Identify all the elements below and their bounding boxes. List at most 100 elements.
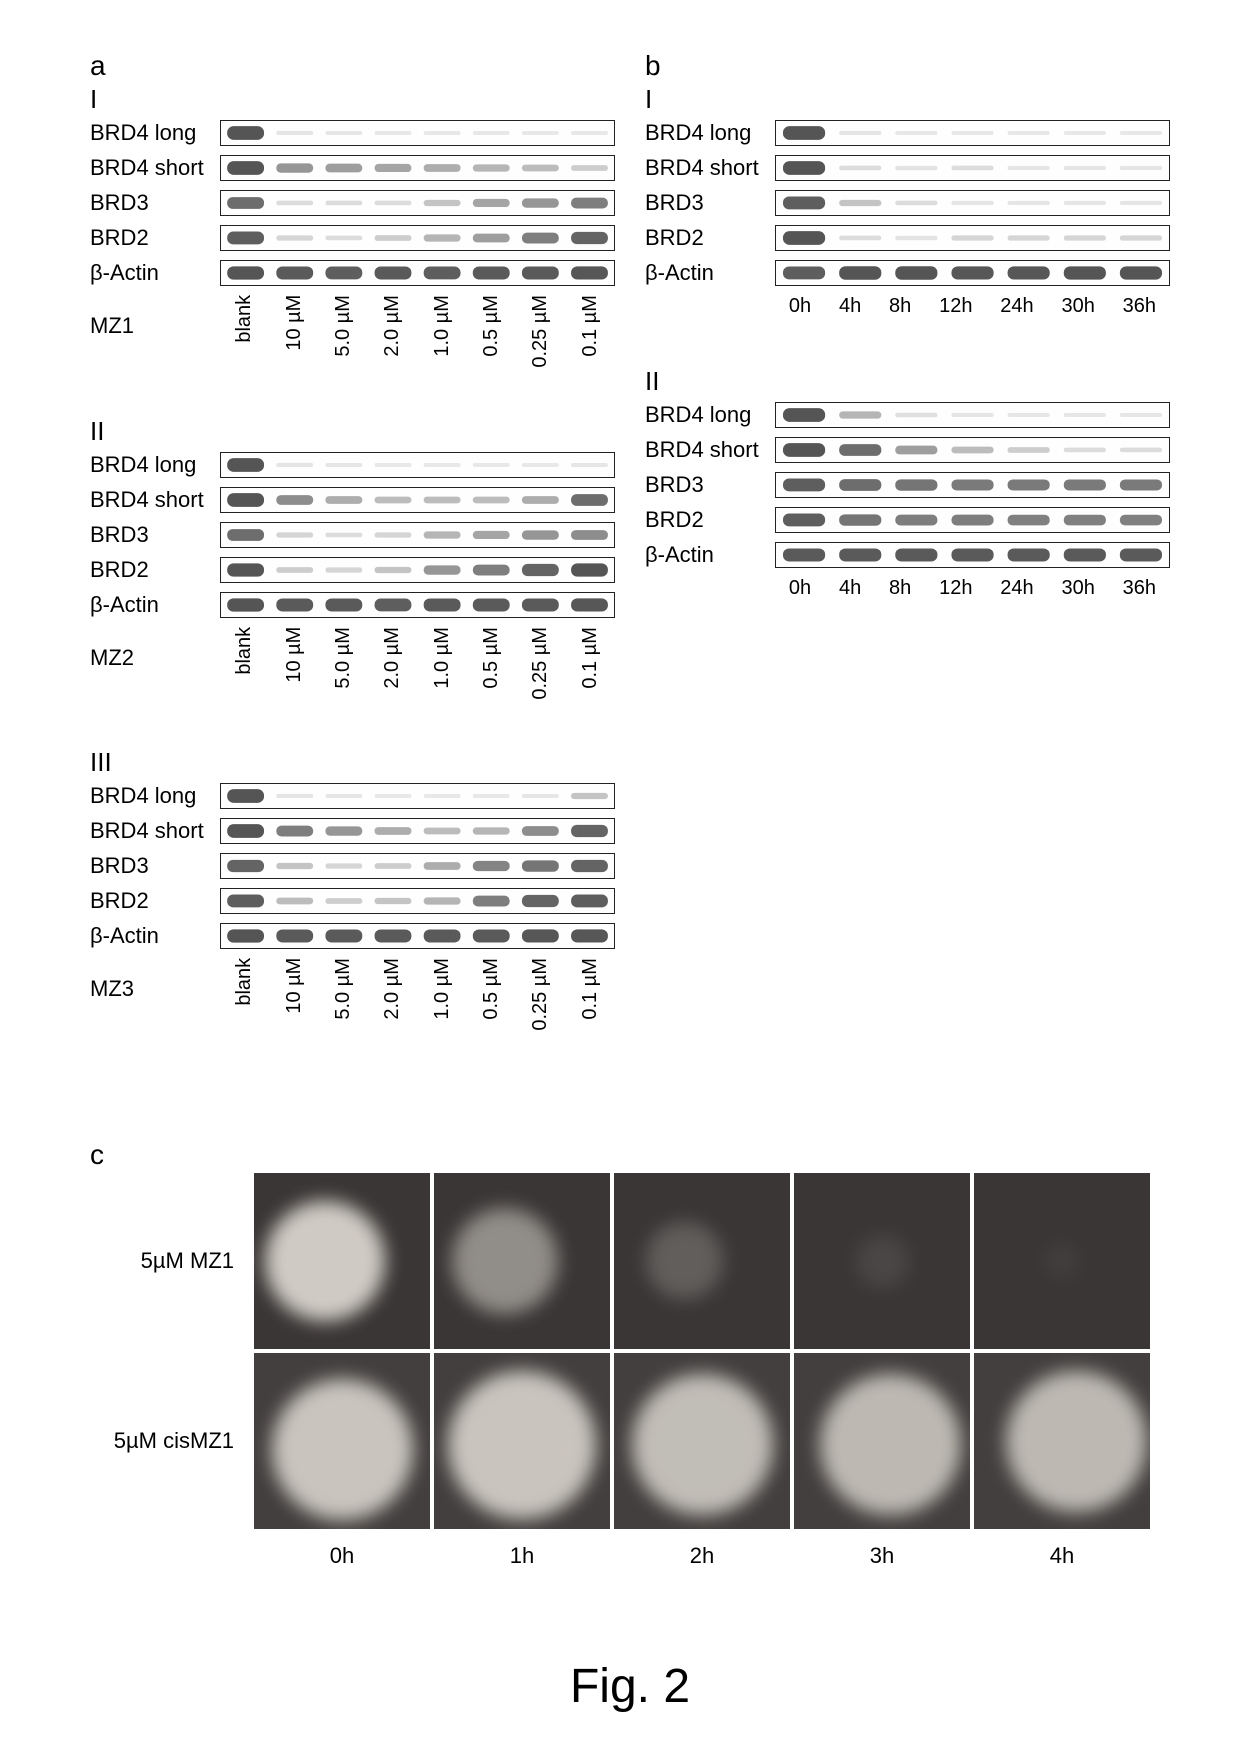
blot-lane — [220, 888, 615, 914]
blot-row: BRD4 short — [645, 434, 1170, 466]
lane-label: 5.0 µM — [332, 958, 355, 1031]
blot-row: BRD2 — [645, 504, 1170, 536]
fluorescence-glow — [1044, 1243, 1079, 1278]
protein-label: BRD3 — [90, 853, 220, 879]
protein-label: BRD3 — [645, 472, 775, 498]
blot-lane — [775, 472, 1170, 498]
lane-label: 2.0 µM — [381, 958, 404, 1031]
fluorescence-glow — [265, 1201, 385, 1321]
lane-label: 0.1 µM — [579, 958, 602, 1031]
x-axis: MZ2blank10 µM5.0 µM2.0 µM1.0 µM0.5 µM0.2… — [90, 627, 615, 700]
lane-label: 10 µM — [283, 627, 306, 700]
lane-label: 0.5 µM — [480, 295, 503, 368]
time-label: 0h — [254, 1543, 430, 1569]
lane-label: 12h — [939, 295, 972, 318]
microscopy-row-label: 5µM MZ1 — [90, 1248, 250, 1274]
time-label: 4h — [974, 1543, 1150, 1569]
protein-label: β-Actin — [90, 592, 220, 618]
blot-lane — [220, 818, 615, 844]
lane-label: 0.5 µM — [480, 627, 503, 700]
blot-lane — [220, 522, 615, 548]
time-label: 3h — [794, 1543, 970, 1569]
blot-lane — [220, 190, 615, 216]
subpanel-I: IBRD4 longBRD4 shortBRD3BRD2β-Actin0h4h8… — [645, 84, 1170, 318]
lane-labels: blank10 µM5.0 µM2.0 µM1.0 µM0.5 µM0.25 µ… — [220, 958, 615, 1031]
protein-label: BRD2 — [90, 888, 220, 914]
protein-label: β-Actin — [645, 260, 775, 286]
blot-lane — [775, 120, 1170, 146]
lane-labels: 0h4h8h12h24h30h36h — [775, 295, 1170, 318]
subpanel-number: III — [90, 747, 615, 778]
protein-label: β-Actin — [90, 923, 220, 949]
blot-row: BRD3 — [90, 187, 615, 219]
blot-lane — [775, 155, 1170, 181]
protein-label: BRD2 — [645, 507, 775, 533]
blot-row: BRD4 long — [90, 449, 615, 481]
blot-row: β-Actin — [90, 589, 615, 621]
lane-label: 10 µM — [283, 958, 306, 1031]
time-label: 1h — [434, 1543, 610, 1569]
lane-label: 0.1 µM — [579, 627, 602, 700]
lane-label: 4h — [839, 577, 861, 600]
lane-labels: blank10 µM5.0 µM2.0 µM1.0 µM0.5 µM0.25 µ… — [220, 627, 615, 700]
x-axis: 0h4h8h12h24h30h36h — [645, 295, 1170, 318]
lane-label: 4h — [839, 295, 861, 318]
figure-caption: Fig. 2 — [90, 1659, 1170, 1714]
lane-label: 1.0 µM — [431, 295, 454, 368]
blot-lane — [220, 592, 615, 618]
microscopy-cell — [794, 1353, 970, 1529]
compound-label: MZ3 — [90, 958, 220, 1031]
blot-row: BRD4 short — [90, 152, 615, 184]
blot-lane — [775, 437, 1170, 463]
blot-row: BRD3 — [645, 187, 1170, 219]
microscopy-cell — [254, 1353, 430, 1529]
fluorescence-glow — [452, 1208, 558, 1314]
panel-a: a IBRD4 longBRD4 shortBRD3BRD2β-ActinMZ1… — [90, 50, 615, 1079]
protein-label: BRD4 long — [90, 120, 220, 146]
microscopy-grid: 5µM MZ15µM cisMZ1 — [90, 1173, 1170, 1529]
blot-row: BRD4 short — [90, 815, 615, 847]
compound-label: MZ1 — [90, 295, 220, 368]
blot-row: BRD4 long — [645, 399, 1170, 431]
lane-label: blank — [233, 295, 256, 368]
blot-row: BRD3 — [90, 850, 615, 882]
time-label: 2h — [614, 1543, 790, 1569]
x-axis: MZ1blank10 µM5.0 µM2.0 µM1.0 µM0.5 µM0.2… — [90, 295, 615, 368]
blot-lane — [220, 260, 615, 286]
lane-label: blank — [233, 958, 256, 1031]
protein-label: BRD2 — [90, 557, 220, 583]
blot-row: β-Actin — [645, 257, 1170, 289]
lane-label: 5.0 µM — [332, 295, 355, 368]
blot-row: β-Actin — [90, 920, 615, 952]
fluorescence-glow — [1006, 1371, 1147, 1512]
subpanel-number: I — [645, 84, 1170, 115]
blot-lane — [220, 923, 615, 949]
lane-label: 1.0 µM — [431, 958, 454, 1031]
top-panels: a IBRD4 longBRD4 shortBRD3BRD2β-ActinMZ1… — [90, 50, 1170, 1079]
protein-label: BRD4 long — [90, 452, 220, 478]
lane-label: 8h — [889, 295, 911, 318]
lane-label: 0h — [789, 577, 811, 600]
blot-row: BRD4 short — [645, 152, 1170, 184]
fluorescence-glow — [820, 1374, 961, 1515]
fluorescence-glow — [646, 1222, 723, 1299]
lane-label: 0.1 µM — [579, 295, 602, 368]
lane-labels: 0h4h8h12h24h30h36h — [775, 577, 1170, 600]
blot-row: β-Actin — [90, 257, 615, 289]
protein-label: BRD4 short — [90, 155, 220, 181]
compound-label: MZ2 — [90, 627, 220, 700]
lane-label: 0.25 µM — [529, 295, 552, 368]
lane-label: 0h — [789, 295, 811, 318]
panel-b: b IBRD4 longBRD4 shortBRD3BRD2β-Actin0h4… — [645, 50, 1170, 1079]
blot-lane — [220, 487, 615, 513]
microscopy-cell — [434, 1353, 610, 1529]
subpanel-III: IIIBRD4 longBRD4 shortBRD3BRD2β-ActinMZ3… — [90, 747, 615, 1031]
blot-lane — [220, 155, 615, 181]
lane-label: 36h — [1123, 577, 1156, 600]
lane-label: 10 µM — [283, 295, 306, 368]
blot-row: BRD4 short — [90, 484, 615, 516]
protein-label: BRD4 short — [90, 487, 220, 513]
blot-row: BRD4 long — [90, 117, 615, 149]
blot-lane — [220, 783, 615, 809]
figure-2: a IBRD4 longBRD4 shortBRD3BRD2β-ActinMZ1… — [0, 0, 1240, 1754]
